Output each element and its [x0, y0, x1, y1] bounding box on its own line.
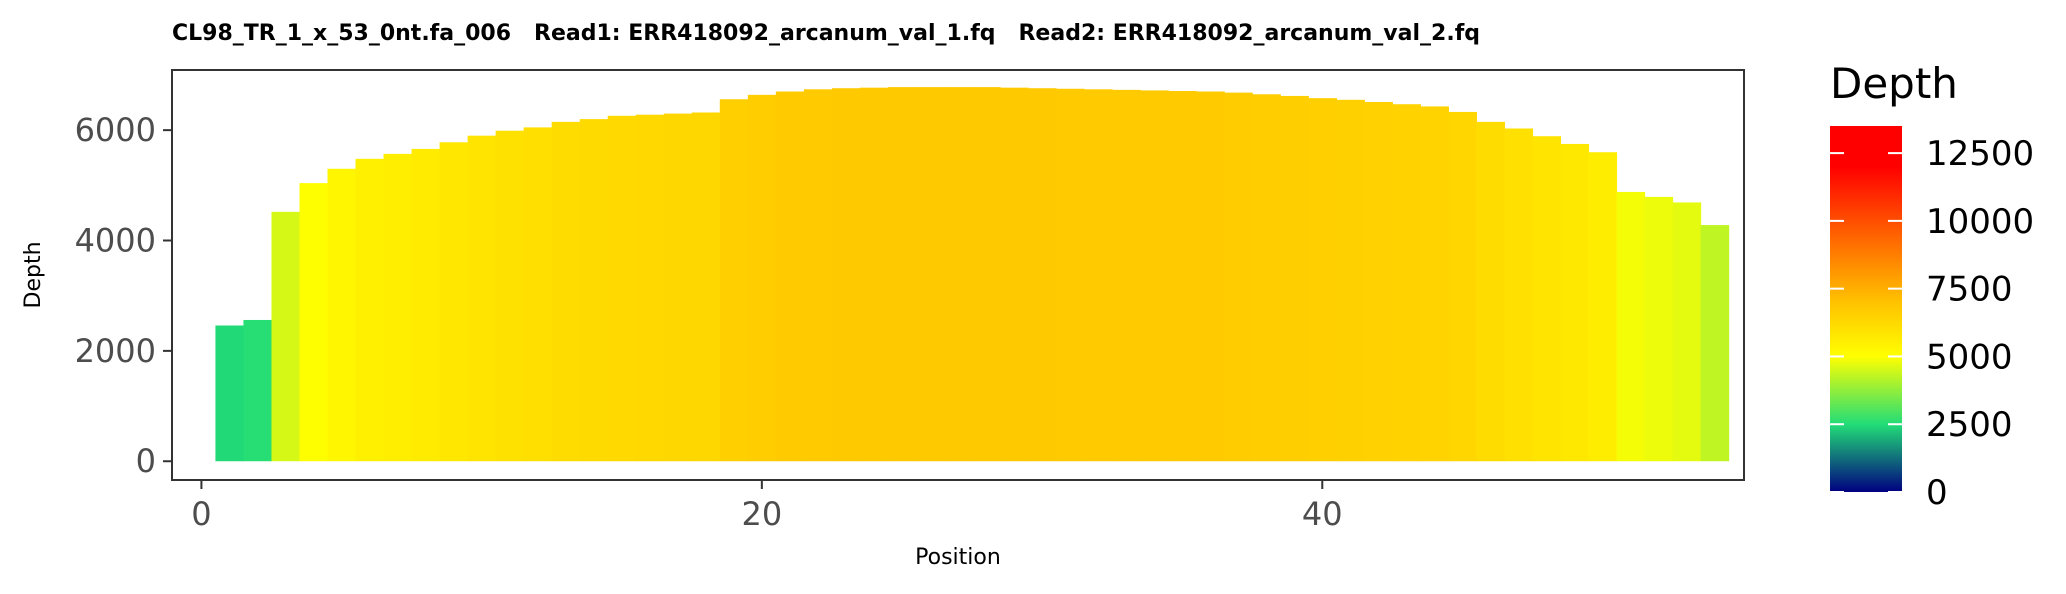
bar: [635, 114, 665, 462]
bar: [271, 211, 301, 462]
bar: [1448, 111, 1477, 462]
y-axis-label: Depth: [21, 241, 46, 308]
bar: [1112, 89, 1141, 462]
legend-tick-label: 10000: [1926, 202, 2034, 242]
bar: [439, 142, 469, 462]
bar: [803, 89, 833, 462]
bar: [887, 87, 917, 462]
bar: [243, 319, 273, 462]
bar: [1560, 143, 1590, 462]
bar: [972, 87, 1001, 462]
legend-ticks: 0 2500 5000 7500 10000 12500: [1830, 134, 2034, 513]
x-axis-label: Position: [915, 545, 1001, 570]
plot-panel-border: [171, 69, 1745, 481]
bar: [1308, 98, 1337, 462]
bar: [1532, 136, 1562, 462]
bar: [775, 91, 805, 462]
legend-tick-label: 5000: [1926, 337, 2013, 377]
bar: [1476, 121, 1506, 462]
bar: [1140, 90, 1169, 462]
bar: [215, 325, 245, 462]
legend-tick-label: 7500: [1926, 270, 2013, 310]
bar: [383, 153, 413, 462]
bar: [495, 130, 525, 462]
legend-tick-label: 2500: [1926, 405, 2013, 445]
x-tick-label: 0: [191, 495, 211, 533]
bar: [663, 113, 693, 462]
bar: [943, 87, 973, 462]
bar: [355, 158, 385, 462]
bar: [411, 148, 441, 462]
x-axis: 0 20 40: [191, 480, 1343, 533]
legend: Depth 0 2500 5000 7500 10000 12500: [1830, 59, 2034, 513]
legend-tick-label: 12500: [1926, 134, 2034, 174]
bar: [1280, 95, 1309, 462]
bar: [1252, 94, 1281, 462]
legend-title: Depth: [1830, 59, 1958, 108]
bars-group: [215, 87, 1730, 462]
bar: [1196, 91, 1225, 462]
bar: [1644, 196, 1674, 462]
legend-tick-label: 0: [1926, 473, 1948, 513]
bar: [579, 119, 609, 462]
bar: [1616, 191, 1646, 462]
bar: [467, 135, 497, 462]
bar: [1224, 92, 1253, 462]
bar: [719, 99, 749, 462]
bar: [1392, 104, 1421, 462]
y-tick-label: 2000: [75, 332, 156, 370]
bar: [1336, 99, 1365, 462]
bar: [691, 112, 721, 462]
bar: [831, 88, 861, 462]
bar: [747, 94, 777, 462]
bar: [915, 87, 945, 462]
bar: [1672, 202, 1702, 462]
bar: [523, 127, 553, 462]
bar: [607, 115, 637, 462]
bar: [1420, 106, 1449, 462]
bar: [1084, 89, 1113, 462]
y-tick-label: 0: [136, 442, 156, 480]
bar: [1700, 225, 1730, 462]
x-tick-label: 20: [741, 495, 782, 533]
bar: [1000, 87, 1029, 462]
bar: [1504, 128, 1534, 462]
y-tick-label: 4000: [75, 222, 156, 260]
bar: [327, 168, 357, 462]
bar: [1028, 88, 1057, 462]
bar: [1588, 152, 1618, 462]
bar: [551, 121, 581, 462]
chart-title: CL98_TR_1_x_53_0nt.fa_006 Read1: ERR4180…: [172, 21, 1480, 46]
bar: [859, 87, 889, 462]
bar: [1168, 90, 1197, 462]
x-tick-label: 40: [1302, 495, 1343, 533]
y-axis: 0 2000 4000 6000: [75, 111, 172, 480]
bar: [299, 183, 329, 462]
bar: [1056, 88, 1085, 462]
bar: [1364, 102, 1393, 462]
legend-colorbar: [1830, 126, 1902, 492]
y-tick-label: 6000: [75, 111, 156, 149]
